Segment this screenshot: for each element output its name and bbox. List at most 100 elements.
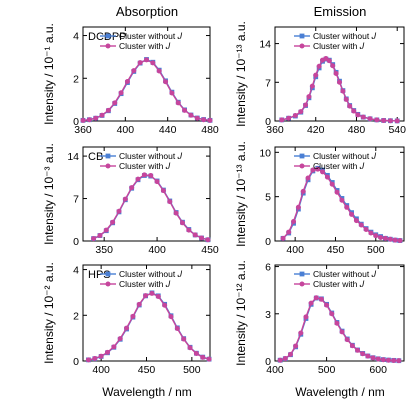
data-point-circle [358, 222, 364, 228]
data-point-circle [206, 356, 212, 362]
data-point-circle [92, 355, 98, 361]
series-line-0 [282, 167, 401, 242]
data-point-circle [141, 172, 147, 178]
data-point-circle [192, 232, 198, 238]
data-point-circle [286, 115, 292, 121]
data-point-circle [378, 234, 384, 240]
data-point-circle [313, 295, 319, 301]
data-point-circle [103, 227, 109, 233]
legend-label: Cluster with 𝐽 [119, 279, 171, 289]
legend-label: Cluster with 𝐽 [313, 279, 365, 289]
legend-label: Cluster with 𝐽 [119, 161, 171, 171]
data-point-circle [287, 351, 293, 357]
data-point-circle [155, 294, 161, 300]
legend-marker-square [105, 153, 111, 159]
legend-marker-square [299, 33, 305, 39]
data-point-circle [392, 237, 398, 243]
y-tick-label: 0 [73, 116, 79, 128]
data-point-circle [326, 58, 332, 64]
data-point-circle [353, 218, 359, 224]
data-point-circle [122, 196, 128, 202]
series-line-1 [279, 296, 399, 362]
data-point-circle [277, 357, 283, 363]
x-tick-label: 500 [318, 364, 336, 376]
data-point-circle [162, 302, 168, 308]
y-tick-label: 4 [73, 31, 79, 43]
data-point-circle [315, 166, 321, 172]
legend-marker-circle [105, 43, 111, 49]
y-axis-title: Intensity / 10⁻¹³ a.u. [234, 141, 248, 247]
legend-label: Cluster with 𝐽 [313, 161, 365, 171]
data-point-circle [339, 197, 345, 203]
legend-label: Cluster without 𝐽 [313, 31, 377, 41]
x-tick-label: 400 [148, 244, 166, 256]
y-axis-title: Intensity / 10⁻¹ a.u. [42, 23, 56, 125]
data-point-circle [391, 358, 397, 364]
y-axis-title: Intensity / 10⁻³ a.u. [42, 143, 56, 245]
data-point-circle [396, 358, 402, 364]
data-point-circle [188, 112, 194, 118]
data-point-circle [343, 96, 349, 102]
data-point-circle [368, 230, 374, 236]
data-point-circle [91, 236, 97, 242]
data-point-circle [300, 188, 306, 194]
data-point-circle [313, 72, 319, 78]
x-tick-label: 500 [367, 244, 385, 256]
x-tick-label: 450 [138, 364, 156, 376]
data-point-circle [293, 343, 299, 349]
data-point-circle [355, 347, 361, 353]
x-tick-label: 450 [327, 244, 345, 256]
plot-frame [274, 264, 405, 362]
data-point-circle [137, 60, 143, 66]
plot-frame [82, 146, 211, 242]
data-point-circle [303, 314, 309, 320]
data-point-circle [334, 189, 340, 195]
data-point-circle [305, 175, 311, 181]
plot-frame [274, 146, 405, 242]
data-point-circle [181, 336, 187, 342]
data-point-circle [135, 176, 141, 182]
y-tick-label: 7 [73, 194, 79, 206]
data-point-circle [316, 63, 322, 69]
legend-marker-circle [105, 281, 111, 287]
data-point-circle [309, 83, 315, 89]
panel-4: 400 450 500 0 2 4 Intensity / 10⁻² a.u. HPS Clus… [42, 262, 212, 376]
y-tick-label: 0 [265, 236, 271, 248]
data-point-circle [329, 311, 335, 317]
legend-marker-circle [299, 163, 305, 169]
x-tick-label: 360 [74, 124, 92, 136]
panel-label: CB [88, 151, 103, 163]
x-axis-title-left: Wavelength / nm [102, 385, 192, 399]
y-tick-label: 5 [265, 192, 271, 204]
data-point-circle [163, 79, 169, 85]
x-tick-label: 360 [266, 124, 284, 136]
y-tick-label: 2 [73, 310, 79, 322]
data-point-circle [333, 70, 339, 76]
data-point-circle [355, 112, 361, 118]
data-point-circle [200, 354, 206, 360]
x-tick-label: 540 [388, 124, 406, 136]
x-tick-label: 400 [286, 244, 304, 256]
panel-2: 350 400 450 0 7 14 Intensity / 10⁻³ a.u. CB Clus… [42, 143, 219, 256]
data-point-circle [168, 314, 174, 320]
data-point-circle [167, 199, 173, 205]
x-tick-label: 400 [92, 364, 110, 376]
data-point-circle [360, 351, 366, 357]
data-point-circle [174, 326, 180, 332]
data-point-circle [143, 293, 149, 299]
x-axis-title-right: Wavelength / nm [295, 385, 385, 399]
data-point-circle [320, 169, 326, 175]
series-line-1 [282, 168, 401, 242]
data-point-circle [187, 345, 193, 351]
data-point-circle [339, 329, 345, 335]
data-point-circle [282, 355, 288, 361]
data-point-circle [375, 356, 381, 362]
plot-frame [82, 26, 211, 122]
series-line-0 [82, 58, 211, 122]
y-axis-title: Intensity / 10⁻² a.u. [42, 262, 56, 364]
x-tick-label: 500 [183, 364, 201, 376]
data-point-circle [318, 296, 324, 302]
y-tick-label: 0 [265, 116, 271, 128]
x-tick-label: 440 [159, 124, 177, 136]
legend-label: Cluster without 𝐽 [119, 151, 183, 161]
